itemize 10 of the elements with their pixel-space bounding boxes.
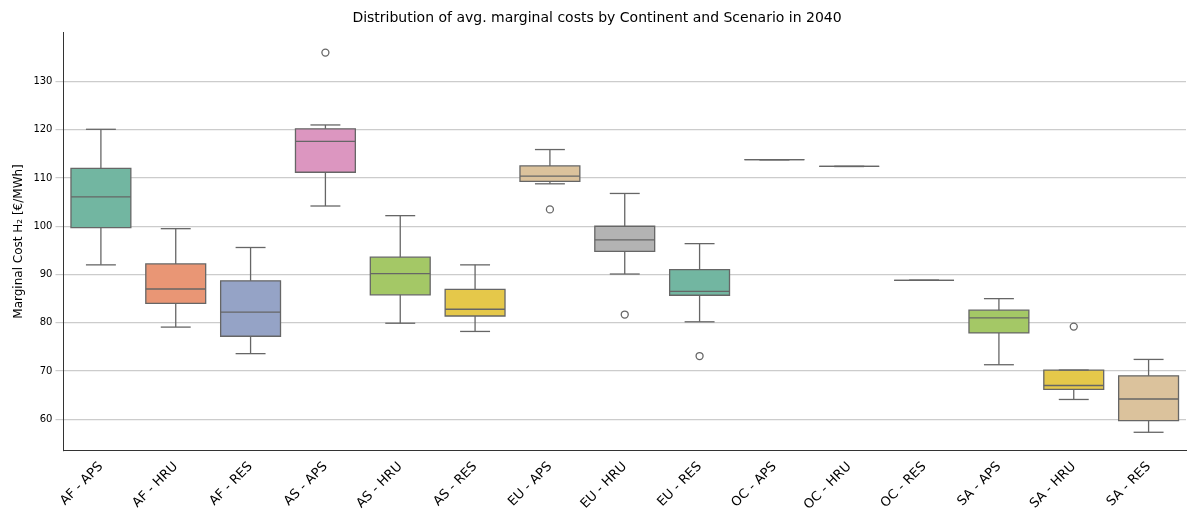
chart-title: Distribution of avg. marginal costs by Continent and Scenario in 2040 <box>352 9 842 26</box>
y-axis-title: Marginal Cost H₂ [€/MWh] <box>11 164 26 319</box>
y-tick-label: 110 <box>33 171 53 183</box>
y-tick-label: 70 <box>39 364 53 376</box>
y-tick-label: 90 <box>39 268 53 280</box>
y-tick-label: 80 <box>39 316 53 328</box>
y-tick-label: 130 <box>33 75 53 87</box>
y-tick-label: 60 <box>39 412 53 424</box>
y-tick-label: 100 <box>33 219 53 231</box>
y-tick-label: 120 <box>33 123 53 135</box>
